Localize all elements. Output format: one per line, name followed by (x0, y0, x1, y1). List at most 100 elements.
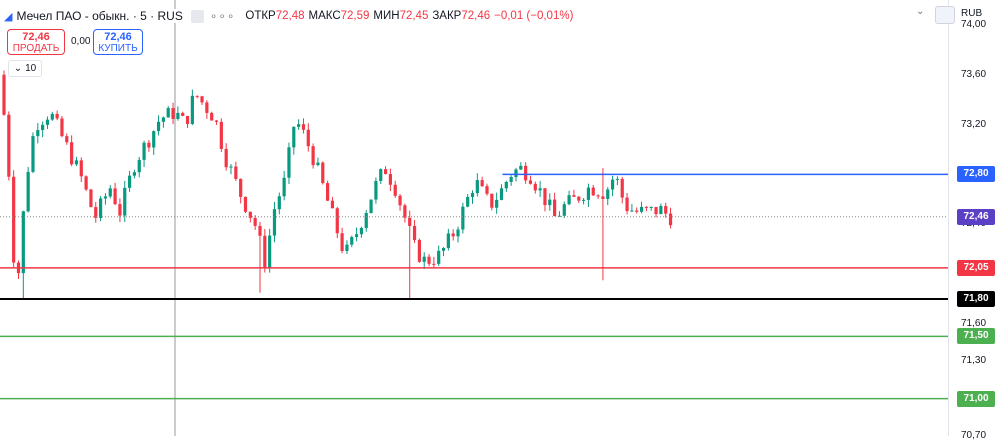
candle-body (229, 166, 233, 168)
candle-body (408, 217, 412, 226)
candle-body (427, 256, 431, 264)
chart-style-icon: ◢ (4, 10, 13, 23)
candle-body (601, 196, 605, 199)
candle-body (301, 124, 306, 130)
candle-body (490, 193, 494, 208)
candle-body (591, 187, 595, 196)
candle-body (190, 95, 194, 124)
candle-body (277, 196, 281, 210)
candle-body (596, 195, 600, 197)
candle-body (239, 178, 243, 197)
candle-body (509, 177, 513, 182)
candle-body (620, 178, 624, 198)
candle-body (282, 177, 286, 197)
price-axis[interactable]: RUB 74,0073,6073,2072,4071,6071,3070,707… (935, 0, 1000, 441)
candle-body (606, 189, 610, 199)
candle-body (451, 233, 455, 237)
candle-body (350, 236, 354, 245)
candle-body (287, 147, 291, 178)
interval-selector[interactable]: ⌄ 10 (8, 60, 42, 77)
candle-body (234, 166, 238, 179)
candle-body (664, 206, 668, 214)
candle-body (185, 115, 190, 124)
candle-body (610, 179, 615, 190)
candle-body (577, 196, 581, 201)
candle-body (118, 204, 122, 216)
candle-body (379, 169, 383, 181)
ohlc-value: 72,48 (275, 10, 305, 22)
candle-body (7, 114, 11, 177)
buy-price: 72,46 (104, 31, 132, 43)
candle-body (354, 234, 359, 237)
level-7205-tag[interactable]: 72,05 (957, 259, 995, 276)
chart-area[interactable] (0, 0, 948, 436)
candle-body (31, 136, 35, 172)
price-tick-label: 73,60 (961, 68, 987, 80)
candle-body (171, 108, 175, 119)
candle-body (137, 159, 141, 173)
candle-body (123, 187, 127, 216)
candle-body (557, 215, 562, 217)
candle-body (306, 129, 310, 147)
chart-header: ◢ Мечел ПАО - обыкн. · 5 · RUS ∘∘∘ ОТКР7… (4, 5, 577, 27)
candle-body (142, 142, 146, 160)
level-7280-tag[interactable]: 72,80 (957, 166, 995, 183)
candle-body (393, 184, 397, 196)
candle-body (79, 160, 83, 177)
candle-body (103, 196, 108, 199)
candle-body (475, 180, 479, 194)
more-options-icon[interactable]: ∘∘∘ (209, 9, 236, 23)
current-price-tag: 72,46 (957, 208, 995, 225)
candle-body (321, 162, 325, 184)
candle-body (456, 229, 460, 237)
candle-body (437, 250, 441, 264)
candle-body (84, 176, 88, 190)
candle-body (335, 208, 339, 234)
chevron-down-icon: ⌄ (13, 63, 23, 74)
currency-label[interactable]: RUB (961, 8, 983, 19)
candlestick-chart[interactable] (0, 0, 948, 436)
candle-body (495, 199, 499, 208)
level-7180-tag[interactable]: 71,80 (957, 290, 995, 307)
candle-body (519, 165, 523, 170)
candle-body (176, 112, 180, 119)
candle-body (181, 112, 185, 116)
candle-body (615, 178, 620, 180)
level-7100-tag[interactable]: 71,00 (957, 390, 995, 407)
candle-body (466, 196, 470, 207)
candle-body (432, 263, 436, 265)
buy-button[interactable]: 72,46 КУПИТЬ (93, 29, 143, 55)
ohlc-value: 72,45 (399, 10, 429, 22)
candle-body (258, 225, 262, 236)
candle-body (543, 188, 547, 206)
symbol-settings-icon[interactable] (190, 9, 204, 23)
candle-body (470, 193, 475, 197)
auto-scale-icon[interactable] (935, 6, 955, 24)
candle-body (630, 210, 634, 212)
ohlc-values: ОТКР72,48 МАКС72,59 МИН72,45 ЗАКР72,46 −0,01… (245, 10, 577, 22)
candle-body (524, 165, 528, 181)
candle-body (644, 206, 648, 208)
price-tick-label: 71,60 (961, 317, 987, 329)
collapse-chevron-icon[interactable]: ⌄ (916, 6, 925, 17)
candle-body (45, 119, 50, 125)
candle-body (152, 131, 156, 148)
candle-body (659, 206, 663, 215)
candle-body (253, 217, 257, 226)
candle-body (41, 124, 45, 131)
candle-body (374, 180, 378, 200)
candle-body (263, 235, 267, 268)
candle-body (26, 171, 30, 212)
ohlc-label: ОТКР (245, 10, 276, 22)
candle-body (582, 199, 586, 201)
candle-body (2, 74, 6, 115)
candle-body (345, 244, 349, 251)
sell-button[interactable]: 72,46 ПРОДАТЬ (7, 29, 65, 55)
candle-body (12, 176, 16, 263)
ohlc-value: 72,59 (340, 10, 370, 22)
candle-body (74, 160, 79, 165)
level-7150-tag[interactable]: 71,50 (957, 328, 995, 345)
candle-body (272, 209, 277, 236)
candle-body (94, 207, 98, 218)
symbol-title-box[interactable]: ◢ Мечел ПАО - обыкн. · 5 · RUS ∘∘∘ (4, 9, 240, 23)
